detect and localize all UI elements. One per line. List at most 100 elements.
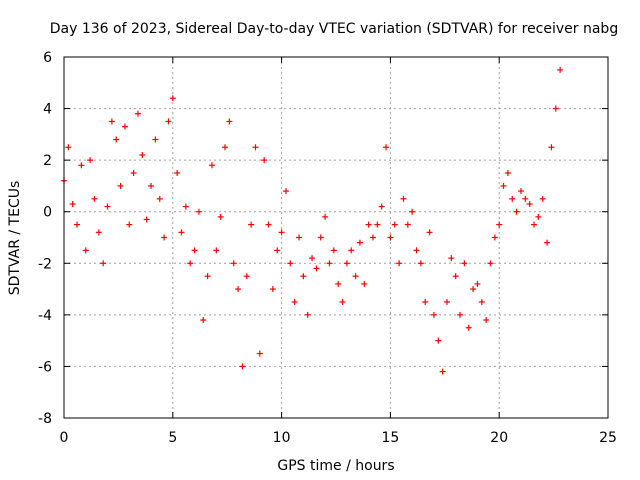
data-point xyxy=(121,123,128,130)
data-point xyxy=(95,229,102,236)
data-point xyxy=(504,170,511,177)
data-point xyxy=(195,208,202,215)
data-point xyxy=(391,221,398,228)
data-point xyxy=(439,368,446,375)
data-point xyxy=(383,144,390,151)
data-point xyxy=(148,182,155,189)
data-point xyxy=(235,286,242,293)
data-point xyxy=(317,234,324,241)
data-point xyxy=(544,239,551,246)
data-point xyxy=(478,298,485,305)
y-tick-label: 6 xyxy=(43,50,52,66)
data-point xyxy=(526,200,533,207)
data-point xyxy=(448,255,455,262)
y-axis-label: SDTVAR / TECUs xyxy=(7,181,23,296)
data-point xyxy=(496,221,503,228)
data-point xyxy=(422,298,429,305)
x-tick-label: 10 xyxy=(273,430,291,446)
plot-frame xyxy=(63,56,609,419)
data-point xyxy=(365,221,372,228)
x-tick-label: 15 xyxy=(381,430,399,446)
data-point xyxy=(522,195,529,202)
data-point xyxy=(169,95,176,102)
data-point xyxy=(474,280,481,287)
data-point xyxy=(557,66,564,73)
data-point xyxy=(296,234,303,241)
data-point xyxy=(509,195,516,202)
data-point xyxy=(404,221,411,228)
data-point xyxy=(352,273,359,280)
data-point xyxy=(335,280,342,287)
data-point xyxy=(309,255,316,262)
data-point xyxy=(178,229,185,236)
data-point xyxy=(396,260,403,267)
x-tick-label: 5 xyxy=(168,430,177,446)
data-point xyxy=(161,234,168,241)
data-point xyxy=(400,195,407,202)
data-point xyxy=(126,221,133,228)
data-points xyxy=(61,66,564,375)
y-tick-label: 0 xyxy=(43,205,52,221)
data-point xyxy=(369,234,376,241)
y-tick-label: 4 xyxy=(43,102,52,118)
data-point xyxy=(274,247,281,254)
data-point xyxy=(361,280,368,287)
data-point xyxy=(269,286,276,293)
data-point xyxy=(217,213,224,220)
data-point xyxy=(230,260,237,267)
data-point xyxy=(87,157,94,164)
data-point xyxy=(487,260,494,267)
data-point xyxy=(204,273,211,280)
data-point xyxy=(191,247,198,254)
data-point xyxy=(539,195,546,202)
data-point xyxy=(552,105,559,112)
data-point xyxy=(348,247,355,254)
data-point xyxy=(222,144,229,151)
x-tick-label: 0 xyxy=(60,430,69,446)
data-point xyxy=(226,118,233,125)
data-point xyxy=(457,311,464,318)
data-point xyxy=(387,234,394,241)
data-point xyxy=(187,260,194,267)
data-point xyxy=(287,260,294,267)
data-point xyxy=(300,273,307,280)
data-point xyxy=(256,350,263,357)
data-point xyxy=(108,118,115,125)
data-point xyxy=(130,170,137,177)
data-point xyxy=(104,203,111,210)
data-point xyxy=(326,260,333,267)
data-point xyxy=(304,311,311,318)
data-point xyxy=(291,298,298,305)
data-point xyxy=(426,229,433,236)
data-point xyxy=(278,229,285,236)
data-point xyxy=(152,136,159,143)
data-point xyxy=(156,195,163,202)
x-axis-label: GPS time / hours xyxy=(277,458,394,474)
data-point xyxy=(65,144,72,151)
data-point xyxy=(182,203,189,210)
chart-title: Day 136 of 2023, Sidereal Day-to-day VTE… xyxy=(50,21,618,37)
data-point xyxy=(535,213,542,220)
data-point xyxy=(517,188,524,195)
x-tick-label: 25 xyxy=(599,430,617,446)
data-point xyxy=(374,221,381,228)
data-point xyxy=(548,144,555,151)
data-point xyxy=(339,298,346,305)
data-point xyxy=(143,216,150,223)
data-point xyxy=(322,213,329,220)
data-point xyxy=(200,317,207,324)
data-point xyxy=(313,265,320,272)
data-point xyxy=(378,203,385,210)
gridlines xyxy=(64,57,608,418)
data-point xyxy=(417,260,424,267)
data-point xyxy=(82,247,89,254)
y-tick-labels: -8 -6 -4 -2 0 2 4 6 xyxy=(38,50,52,427)
data-point xyxy=(282,188,289,195)
data-point xyxy=(443,298,450,305)
data-point xyxy=(452,273,459,280)
data-point xyxy=(239,363,246,370)
data-point xyxy=(430,311,437,318)
data-point xyxy=(91,195,98,202)
data-point xyxy=(74,221,81,228)
data-point xyxy=(208,162,215,169)
